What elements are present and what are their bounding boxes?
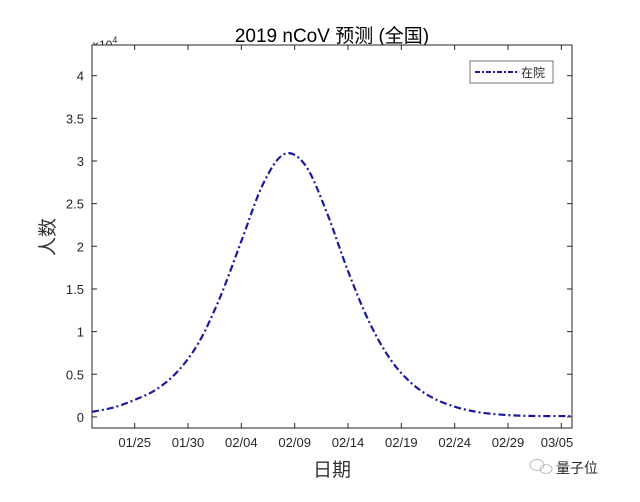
y-tick-label: 3 [77,154,84,169]
x-tick-label: 01/30 [172,435,205,450]
y-tick-label: 2 [77,239,84,254]
plot-area [91,44,573,429]
watermark-text: 量子位 [556,460,598,476]
legend: 在院 [469,60,554,84]
legend-label: 在院 [521,66,545,80]
x-tick-label: 02/04 [225,435,258,450]
x-tick-label: 01/25 [118,435,151,450]
x-tick-label: 02/29 [492,435,525,450]
x-tick-label: 03/05 [541,435,574,450]
x-tick-label: 02/24 [438,435,471,450]
y-tick-label: 4 [77,69,84,84]
x-tick-label: 02/19 [385,435,418,450]
y-tick-label: 1 [77,325,84,340]
chart-title: 2019 nCoV 预测 (全国) [235,25,429,47]
y-tick-label: 3.5 [66,111,84,126]
y-tick-label: 0.5 [66,367,84,382]
y-tick-label: 1.5 [66,282,84,297]
watermark: 量子位 [529,459,598,476]
x-axis-label: 日期 [313,459,351,481]
wechat-icon [529,459,553,474]
series-line-zaiyuan [91,152,572,418]
x-tick-label: 02/09 [278,435,311,450]
y-axis-label: 人数 [37,218,59,256]
x-tick-label: 02/14 [332,435,365,450]
y-tick-label: 2.5 [66,197,84,212]
y-tick-label: 0 [77,410,84,425]
